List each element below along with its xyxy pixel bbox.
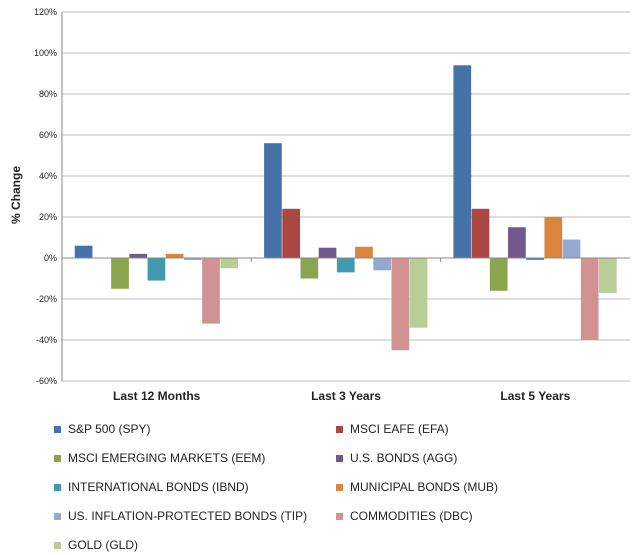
y-tick-label: 40% xyxy=(39,171,57,181)
y-tick-label: -60% xyxy=(36,376,57,386)
bar xyxy=(562,239,581,258)
legend-swatch xyxy=(54,484,61,491)
bar xyxy=(471,208,490,258)
bar xyxy=(355,246,373,258)
legend-swatch xyxy=(54,426,61,433)
bar xyxy=(409,258,428,328)
bar xyxy=(74,245,93,258)
legend-swatch xyxy=(336,484,343,491)
bar xyxy=(373,258,391,271)
bar xyxy=(526,258,544,261)
bar xyxy=(282,208,300,258)
bar xyxy=(391,258,410,351)
bar xyxy=(489,258,508,291)
bar xyxy=(599,258,617,293)
bar xyxy=(580,258,599,340)
category-labels: Last 12 Months Last 3 Years Last 5 Years xyxy=(113,389,571,403)
bar xyxy=(220,258,239,269)
legend-label: MUNICIPAL BONDS (MUB) xyxy=(350,480,498,494)
bar xyxy=(165,253,184,258)
bar xyxy=(544,217,563,258)
y-tick-labels: -60% -40% -20% 0% 20% 40% 60% 80% 100% 120% xyxy=(34,7,57,386)
legend-label: INTERNATIONAL BONDS (IBND) xyxy=(68,480,249,494)
y-tick-label: 100% xyxy=(34,48,57,58)
bar xyxy=(508,227,526,258)
bar xyxy=(202,258,220,324)
bar xyxy=(300,258,319,279)
bar xyxy=(147,258,166,281)
bar xyxy=(111,258,129,289)
y-axis-label: % Change xyxy=(9,166,23,224)
category-label: Last 12 Months xyxy=(113,389,201,403)
y-tick-label: -20% xyxy=(36,294,57,304)
category-label: Last 5 Years xyxy=(500,389,570,403)
axes xyxy=(61,12,630,381)
legend-swatch xyxy=(54,513,61,520)
legend-swatch xyxy=(336,513,343,520)
y-tick-label: 60% xyxy=(39,130,57,140)
gridlines xyxy=(62,11,630,382)
bar xyxy=(336,258,355,273)
legend-label: COMMODITIES (DBC) xyxy=(350,509,473,523)
legend-label: MSCI EAFE (EFA) xyxy=(350,422,449,436)
bars xyxy=(61,65,617,351)
legend-label: MSCI EMERGING MARKETS (EEM) xyxy=(68,451,265,465)
y-tick-label: 80% xyxy=(39,89,57,99)
y-tick-label: 120% xyxy=(34,7,57,17)
y-tick-label: -40% xyxy=(36,335,57,345)
bar xyxy=(264,143,282,258)
bar xyxy=(129,253,148,258)
legend-swatch xyxy=(336,455,343,462)
legend-swatch xyxy=(54,455,61,462)
legend-label: GOLD (GLD) xyxy=(68,538,138,552)
bar xyxy=(183,258,202,261)
legend-swatch xyxy=(54,542,61,549)
legend-label: S&P 500 (SPY) xyxy=(68,422,151,436)
legend-swatch xyxy=(336,426,343,433)
category-label: Last 3 Years xyxy=(311,389,381,403)
legend-label: U.S. BONDS (AGG) xyxy=(350,451,457,465)
legend-label: US. INFLATION-PROTECTED BONDS (TIP) xyxy=(68,509,307,523)
y-tick-label: 0% xyxy=(44,253,57,263)
bar xyxy=(318,247,337,258)
legend: S&P 500 (SPY) MSCI EAFE (EFA) MSCI EMERGIN… xyxy=(54,422,498,552)
bar xyxy=(453,65,472,258)
y-tick-label: 20% xyxy=(39,212,57,222)
